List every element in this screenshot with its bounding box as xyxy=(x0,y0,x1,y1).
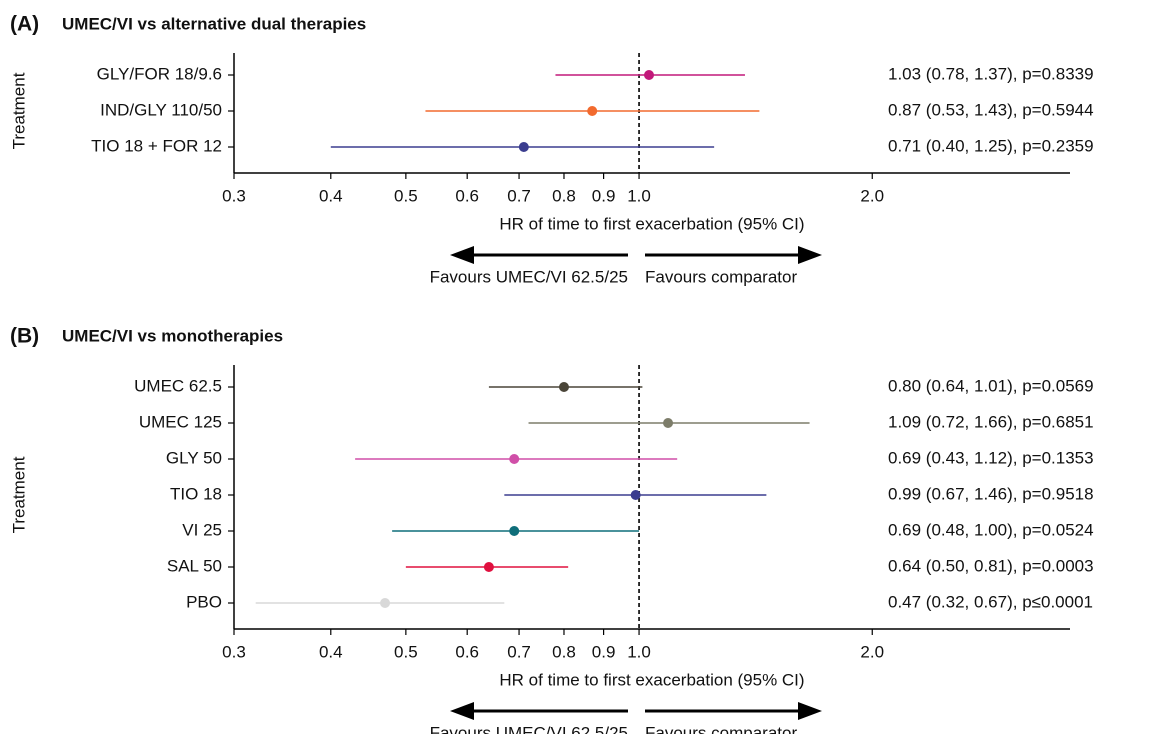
estimate-label: 0.69 (0.43, 1.12), p=0.1353 xyxy=(888,448,1094,467)
panel-title: UMEC/VI vs monotherapies xyxy=(62,326,283,345)
x-tick-label: 1.0 xyxy=(627,186,651,205)
x-tick-label: 0.8 xyxy=(552,642,576,661)
point-estimate xyxy=(380,598,391,608)
x-tick-label: 0.7 xyxy=(507,186,531,205)
x-tick-label: 2.0 xyxy=(860,186,884,205)
row-label: IND/GLY 110/50 xyxy=(100,100,222,119)
x-tick-label: 0.7 xyxy=(507,642,531,661)
arrow-left-head xyxy=(450,246,474,264)
row-label: SAL 50 xyxy=(167,556,222,575)
favours-right: Favours comparator xyxy=(645,267,797,286)
estimate-label: 0.87 (0.53, 1.43), p=0.5944 xyxy=(888,100,1094,119)
x-tick-label: 0.9 xyxy=(592,642,616,661)
x-tick-label: 0.8 xyxy=(552,186,576,205)
row-label: TIO 18 xyxy=(170,484,222,503)
panel-title: UMEC/VI vs alternative dual therapies xyxy=(62,14,366,33)
point-estimate xyxy=(630,490,641,500)
row-label: TIO 18 + FOR 12 xyxy=(91,136,222,155)
panel-label: (B) xyxy=(10,325,39,348)
row-label: UMEC 62.5 xyxy=(134,376,222,395)
favours-right: Favours comparator xyxy=(645,723,797,734)
estimate-label: 0.71 (0.40, 1.25), p=0.2359 xyxy=(888,136,1094,155)
y-axis-label: Treatment xyxy=(9,456,28,533)
x-tick-label: 0.3 xyxy=(222,642,246,661)
estimate-label: 0.80 (0.64, 1.01), p=0.0569 xyxy=(888,376,1094,395)
arrow-right-head xyxy=(798,246,822,264)
favours-left: Favours UMEC/VI 62.5/25 xyxy=(430,267,628,286)
x-tick-label: 1.0 xyxy=(627,642,651,661)
arrow-right-head xyxy=(798,702,822,720)
point-estimate xyxy=(587,106,598,116)
favours-left: Favours UMEC/VI 62.5/25 xyxy=(430,723,628,734)
point-estimate xyxy=(509,526,520,536)
y-axis-label: Treatment xyxy=(9,72,28,149)
x-tick-label: 0.5 xyxy=(394,186,418,205)
panel-label: (A) xyxy=(10,13,39,36)
x-tick-label: 0.4 xyxy=(319,642,343,661)
arrow-left-head xyxy=(450,702,474,720)
x-tick-label: 0.5 xyxy=(394,642,418,661)
point-estimate xyxy=(518,142,529,152)
row-label: GLY/FOR 18/9.6 xyxy=(97,64,222,83)
estimate-label: 1.09 (0.72, 1.66), p=0.6851 xyxy=(888,412,1094,431)
point-estimate xyxy=(643,70,654,80)
point-estimate xyxy=(558,382,569,392)
row-label: GLY 50 xyxy=(166,448,222,467)
row-label: VI 25 xyxy=(182,520,222,539)
x-tick-label: 0.9 xyxy=(592,186,616,205)
estimate-label: 0.47 (0.32, 0.67), p≤0.0001 xyxy=(888,592,1093,611)
x-tick-label: 0.6 xyxy=(455,642,479,661)
estimate-label: 0.69 (0.48, 1.00), p=0.0524 xyxy=(888,520,1094,539)
estimate-label: 0.99 (0.67, 1.46), p=0.9518 xyxy=(888,484,1094,503)
estimate-label: 0.64 (0.50, 0.81), p=0.0003 xyxy=(888,556,1094,575)
row-label: PBO xyxy=(186,592,222,611)
row-label: UMEC 125 xyxy=(139,412,222,431)
point-estimate xyxy=(663,418,674,428)
x-tick-label: 0.6 xyxy=(455,186,479,205)
x-tick-label: 0.4 xyxy=(319,186,343,205)
point-estimate xyxy=(483,562,494,572)
x-tick-label: 0.3 xyxy=(222,186,246,205)
point-estimate xyxy=(509,454,520,464)
x-axis-label: HR of time to first exacerbation (95% CI… xyxy=(499,214,804,233)
estimate-label: 1.03 (0.78, 1.37), p=0.8339 xyxy=(888,64,1094,83)
x-tick-label: 2.0 xyxy=(860,642,884,661)
x-axis-label: HR of time to first exacerbation (95% CI… xyxy=(499,670,804,689)
